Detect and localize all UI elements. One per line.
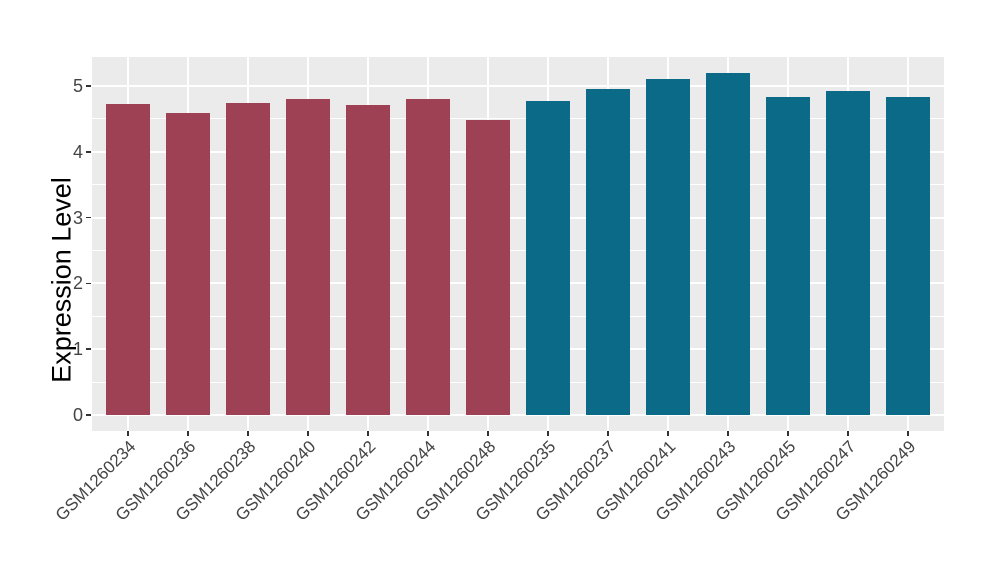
y-tick-mark [86,414,91,416]
bar-GSM1260234 [106,104,150,415]
minor-gridline [92,381,944,383]
x-tick-mark [487,431,489,436]
bar-GSM1260237 [586,88,630,415]
minor-gridline [92,315,944,317]
x-tick-mark [427,431,429,436]
bar-GSM1260249 [886,96,930,415]
major-gridline [92,85,944,87]
y-tick-mark [86,151,91,153]
bar-GSM1260248 [466,119,510,415]
y-tick-label: 5 [72,76,83,96]
x-tick-mark [367,431,369,436]
x-tick-mark [547,431,549,436]
y-tick-label: 1 [72,339,83,360]
minor-gridline [92,118,944,120]
minor-gridline [92,250,944,251]
y-tick-mark [86,348,91,350]
x-tick-mark [727,431,729,436]
x-tick-mark [247,431,249,436]
major-gridline [92,150,944,153]
x-tick-mark [667,431,669,436]
bar-GSM1260245 [766,96,810,415]
bar-GSM1260235 [526,101,570,415]
x-tick-mark [187,431,189,436]
y-tick-label: 0 [72,405,83,425]
bar-GSM1260243 [706,73,750,415]
bar-GSM1260244 [406,98,450,415]
x-tick-mark [907,431,909,436]
bar-GSM1260238 [226,103,270,415]
bar-GSM1260247 [826,91,870,415]
plot-panel [92,57,944,431]
y-tick-label: 3 [72,207,83,228]
bar-GSM1260241 [646,79,690,415]
x-tick-mark [607,431,609,436]
y-tick-label: 2 [72,273,83,294]
major-gridline [92,348,944,351]
major-gridline [92,282,944,285]
bar-GSM1260240 [286,99,330,415]
y-tick-mark [86,282,91,285]
y-tick-mark [86,85,91,87]
y-tick-label: 4 [72,141,83,162]
x-tick-mark [787,431,789,436]
x-tick-mark [127,431,129,436]
y-tick-mark [86,216,91,219]
major-gridline [92,216,944,219]
major-gridline [92,414,944,416]
x-tick-mark [307,431,309,436]
minor-gridline [92,184,944,186]
bar-GSM1260236 [166,112,210,415]
bar-GSM1260242 [346,105,390,415]
x-tick-mark [847,431,849,436]
